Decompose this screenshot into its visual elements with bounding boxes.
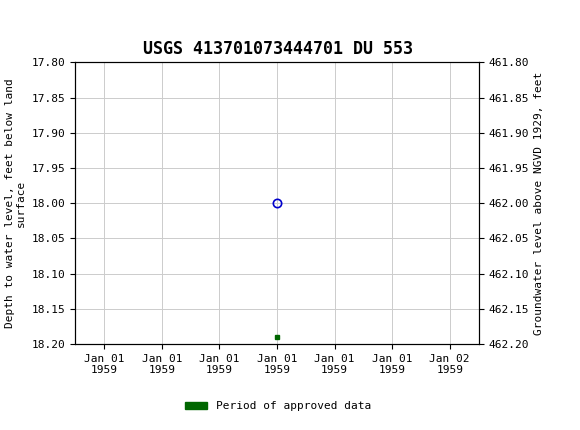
- Legend: Period of approved data: Period of approved data: [181, 397, 376, 416]
- Y-axis label: Depth to water level, feet below land
surface: Depth to water level, feet below land su…: [5, 78, 26, 328]
- Y-axis label: Groundwater level above NGVD 1929, feet: Groundwater level above NGVD 1929, feet: [534, 71, 544, 335]
- Text: ≡USGS: ≡USGS: [3, 8, 57, 26]
- Bar: [6, 2, 75, 33]
- Text: USGS 413701073444701 DU 553: USGS 413701073444701 DU 553: [143, 40, 414, 58]
